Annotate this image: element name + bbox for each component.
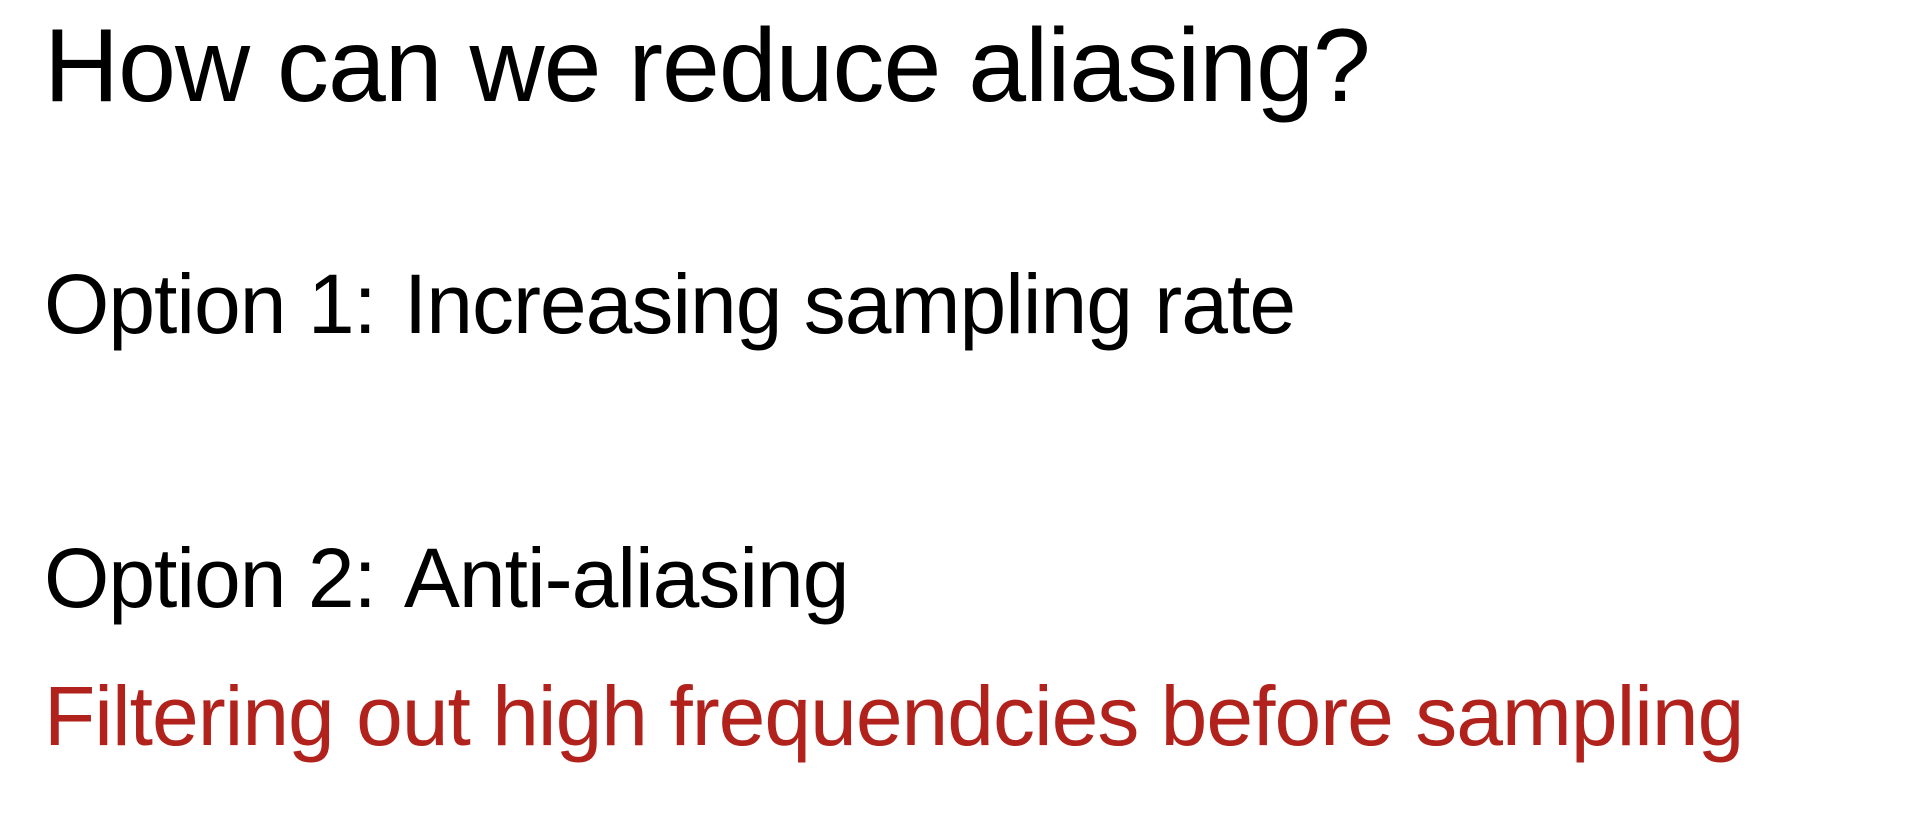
option-1: Option 1: Increasing sampling rate	[44, 262, 1296, 346]
option-2-label: Option 2:	[44, 531, 377, 625]
option-2-text: Anti-aliasing	[403, 531, 850, 625]
option-1-label: Option 1:	[44, 257, 377, 351]
option-2: Option 2: Anti-aliasing	[44, 536, 849, 620]
option-2-detail: Filtering out high frequendcies before s…	[44, 669, 1744, 763]
option-1-text: Increasing sampling rate	[403, 257, 1296, 351]
slide-title: How can we reduce aliasing?	[44, 8, 1371, 124]
